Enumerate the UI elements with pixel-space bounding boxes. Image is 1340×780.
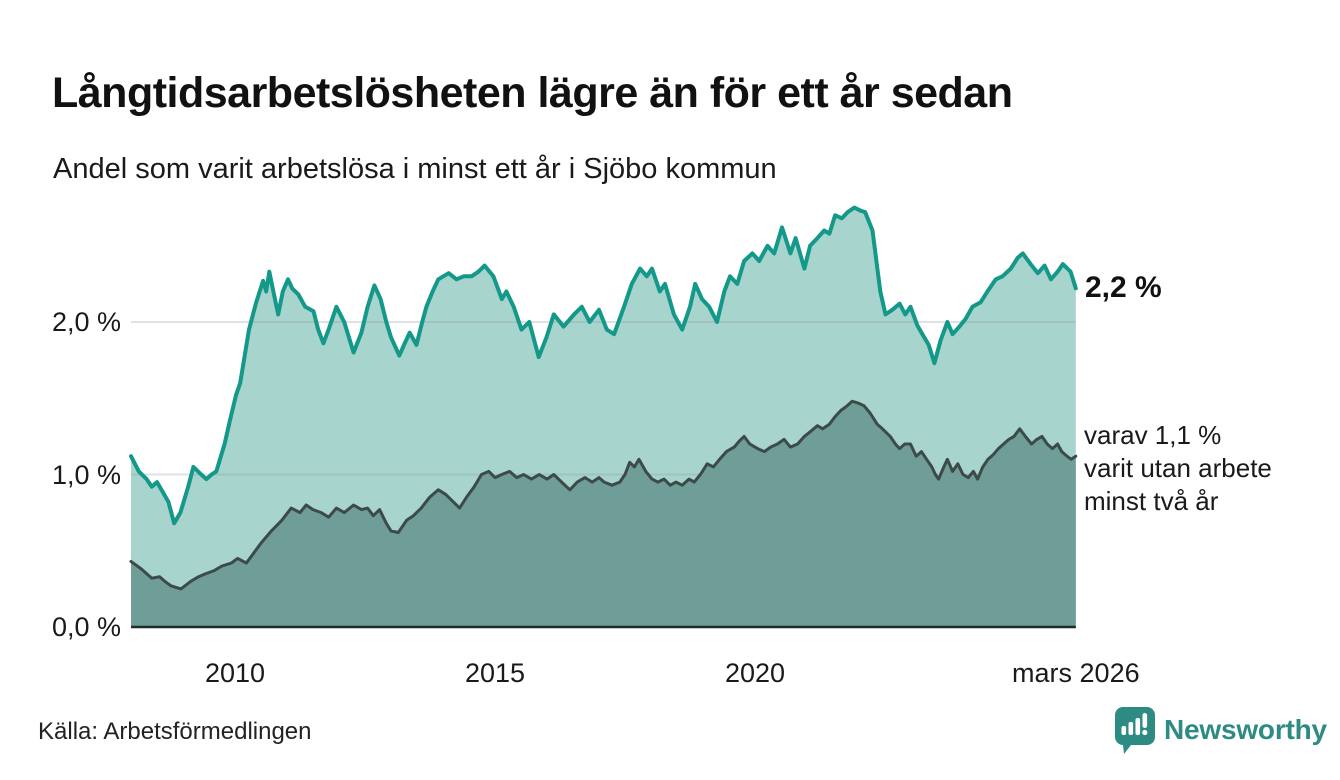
series-two_years-line: [129, 399, 1078, 591]
speech-bubble-shape: [1115, 707, 1155, 754]
brand-name: Newsworthy: [1164, 714, 1327, 745]
x-axis-tick-label: 2010: [204, 658, 266, 688]
chart-subtitle: Andel som varit arbetslösa i minst ett å…: [53, 153, 777, 185]
y-axis-tick-label: 0,0 %: [51, 612, 121, 642]
bar-chart-glyph: [1121, 713, 1148, 736]
page-title: Långtidsarbetslösheten lägre än för ett …: [52, 68, 1013, 117]
y-axis-tick-label: 2,0 %: [51, 307, 121, 337]
brand-logo: Newsworthy: [1113, 705, 1327, 755]
latest-value-label: 2,2 %: [1085, 271, 1162, 304]
x-axis-tick-label: mars 2026: [1012, 658, 1140, 688]
newsworthy-icon: [1115, 707, 1155, 754]
y-axis-tick-label: 1,0 %: [51, 459, 121, 490]
exclamation-dot: [1142, 729, 1148, 736]
series-two_years-area: [131, 401, 1076, 627]
x-axis-tick-label: 2020: [724, 658, 786, 688]
secondary-annotation: varav 1,1 % varit utan arbete minst två …: [1084, 420, 1272, 516]
series-total-line: [129, 205, 1078, 526]
exclamation-bar: [1142, 713, 1148, 728]
x-axis-tick-label: 2015: [464, 658, 526, 688]
source-note: Källa: Arbetsförmedlingen: [38, 718, 312, 745]
